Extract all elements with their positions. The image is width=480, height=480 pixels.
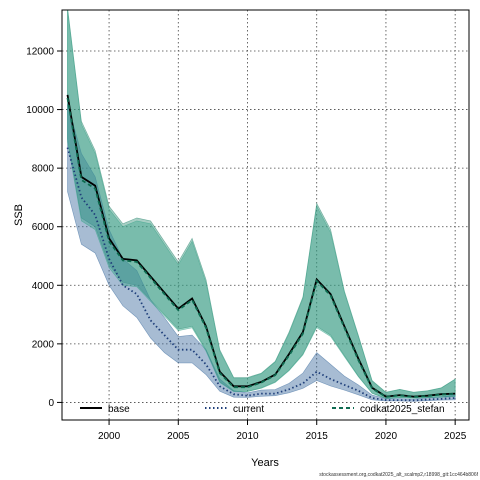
x-tick-label-2005: 2005 bbox=[167, 431, 190, 442]
legend-label-base: base bbox=[108, 404, 130, 415]
y-axis: 0 2000 4000 6000 8000 10000 12000 bbox=[26, 47, 62, 409]
series-lines bbox=[66, 94, 456, 402]
grid-lines bbox=[62, 10, 469, 420]
y-tick-label-4000: 4000 bbox=[32, 281, 55, 292]
legend: base current codkat2025_stefan bbox=[80, 404, 445, 415]
line-codkat2025_stefan bbox=[66, 97, 456, 398]
y-axis-title: SSB bbox=[13, 204, 25, 226]
x-tick-label-2025: 2025 bbox=[444, 431, 467, 442]
y-tick-label-0: 0 bbox=[48, 398, 54, 409]
x-axis: 2000 2005 2010 2015 2020 2025 bbox=[98, 420, 467, 442]
x-tick-label-2000: 2000 bbox=[98, 431, 121, 442]
y-tick-label-6000: 6000 bbox=[32, 222, 55, 233]
x-tick-label-2010: 2010 bbox=[236, 431, 259, 442]
x-axis-title: Years bbox=[251, 457, 279, 469]
band-current bbox=[67, 103, 456, 402]
plot-frame bbox=[61, 9, 470, 421]
band-codkat2025_stefan bbox=[67, 10, 456, 399]
y-tick-label-10000: 10000 bbox=[26, 105, 54, 116]
x-tick-label-2015: 2015 bbox=[306, 431, 329, 442]
y-tick-label-12000: 12000 bbox=[26, 47, 54, 58]
legend-label-current: current bbox=[233, 404, 264, 415]
legend-label-codkat2025_stefan: codkat2025_stefan bbox=[360, 404, 445, 415]
confidence-bands bbox=[67, 10, 456, 402]
x-tick-label-2020: 2020 bbox=[375, 431, 398, 442]
band-base bbox=[67, 10, 456, 399]
y-tick-label-8000: 8000 bbox=[32, 164, 55, 175]
line-current bbox=[66, 147, 456, 402]
y-tick-label-2000: 2000 bbox=[32, 339, 55, 350]
credit-text: stockassessment.org,codkat2025_alt_scalm… bbox=[319, 472, 478, 478]
